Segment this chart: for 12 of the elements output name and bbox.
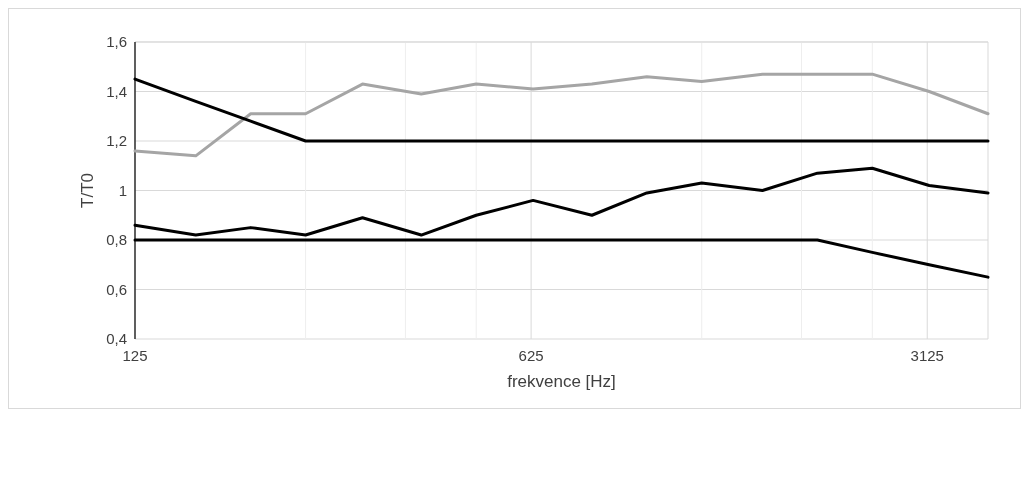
- x-axis-title: frekvence [Hz]: [507, 372, 616, 391]
- y-tick-label: 0,8: [106, 231, 127, 249]
- x-tick-label: 3125: [910, 347, 944, 364]
- y-tick-label: 0,6: [106, 280, 127, 298]
- y-tick-label: 0,4: [106, 330, 127, 348]
- y-tick-label: 1,4: [106, 82, 127, 100]
- y-tick-label: 1: [118, 181, 127, 199]
- y-axis-title: T/T0: [78, 173, 97, 208]
- y-tick-label: 1,6: [106, 33, 127, 51]
- x-tick-label: 125: [122, 347, 148, 364]
- y-tick-label: 1,2: [106, 132, 127, 150]
- x-tick-label: 625: [518, 347, 544, 364]
